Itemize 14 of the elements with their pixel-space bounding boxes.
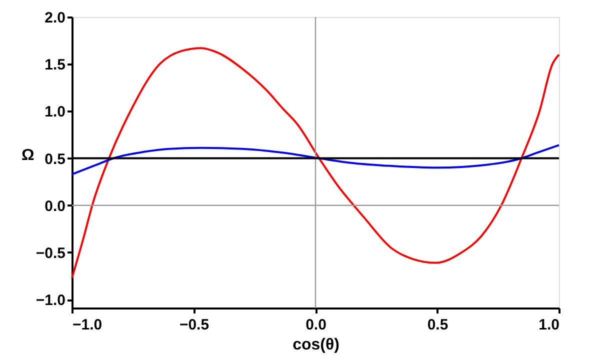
x-axis-title: cos(θ)	[292, 336, 340, 354]
y-tick-label: 1.0	[44, 104, 66, 121]
y-tick-label: −1.0	[36, 292, 66, 310]
y-tick-label: 0.0	[44, 198, 66, 215]
y-tick-label: 2.0	[44, 10, 66, 26]
y-axis-title: Ω	[21, 147, 34, 164]
y-tick-label: 1.5	[44, 56, 66, 74]
x-tick-label: 0.5	[427, 316, 448, 334]
x-tick-label: −1.0	[72, 316, 102, 334]
y-tick-label: 0.5	[44, 150, 66, 168]
x-tick-label: −0.5	[179, 316, 210, 334]
x-tick-label: 1.0	[538, 316, 560, 334]
y-tick-label: −0.5	[36, 244, 66, 262]
x-tick-label: 0.0	[306, 316, 326, 334]
